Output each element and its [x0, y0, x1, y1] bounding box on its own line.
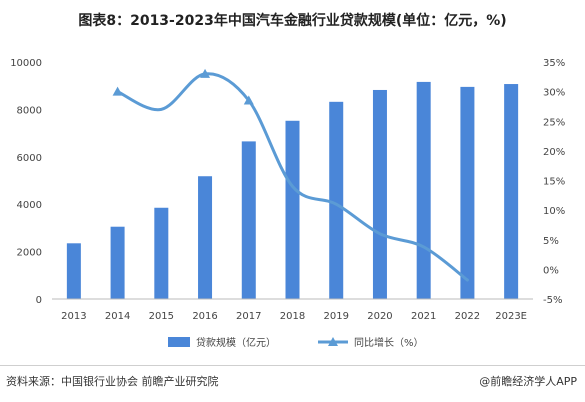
x-tick-label: 2018 — [280, 311, 305, 322]
legend: 贷款规模（亿元） 同比增长（%） — [168, 336, 424, 349]
footer-divider — [0, 365, 585, 366]
y-left-tick-label: 2000 — [17, 248, 42, 259]
x-tick-label: 2016 — [192, 311, 217, 322]
bar-series — [66, 81, 519, 299]
y-right-tick-label: 0% — [543, 265, 559, 276]
credit-note: @前瞻经济学人APP — [479, 375, 577, 388]
y-right-tick-label: 5% — [543, 236, 559, 247]
bar — [372, 89, 387, 299]
x-tick-label: 2014 — [105, 311, 130, 322]
y-right-tick-label: 35% — [543, 58, 565, 69]
x-tick-label: 2017 — [236, 311, 261, 322]
legend-line-label: 同比增长（%） — [354, 336, 424, 349]
line-marker — [112, 86, 123, 96]
x-tick-label: 2019 — [324, 311, 349, 322]
y-right-tick-label: 20% — [543, 147, 565, 158]
y-right-tick-label: 15% — [543, 177, 565, 188]
bar — [460, 86, 475, 299]
growth-line — [116, 72, 469, 282]
bar — [504, 84, 519, 299]
bar — [329, 101, 344, 299]
bar — [416, 81, 431, 299]
chart-title: 图表8：2013-2023年中国汽车金融行业贷款规模(单位：亿元，%) — [78, 13, 507, 29]
y-left-tick-label: 4000 — [17, 200, 42, 211]
y-left-tick-label: 0 — [36, 295, 42, 306]
axes: 0 2000 4000 6000 8000 10000 -5% 0% 5% 10% 15% 20% 25… — [10, 58, 565, 322]
legend-bar-label: 贷款规模（亿元） — [196, 336, 276, 349]
bar — [241, 141, 256, 299]
bar — [285, 120, 300, 299]
line-marker — [200, 68, 211, 78]
legend-line-marker — [328, 337, 338, 346]
y-right-tick-label: -5% — [543, 295, 562, 306]
legend-bar-swatch — [168, 337, 190, 347]
x-tick-label: 2013 — [61, 311, 86, 322]
x-tick-label: 2021 — [411, 311, 436, 322]
y-right-tick-label: 10% — [543, 206, 565, 217]
x-tick-label: 2023E — [495, 311, 527, 322]
chart: 0 2000 4000 6000 8000 10000 -5% 0% 5% 10% 15% 20% 25… — [10, 58, 565, 349]
x-tick-label: 2015 — [149, 311, 174, 322]
x-tick-label: 2020 — [367, 311, 392, 322]
source-note: 资料来源：中国银行业协会 前瞻产业研究院 — [6, 375, 219, 388]
y-right-tick-label: 30% — [543, 88, 565, 99]
y-left-tick-label: 6000 — [17, 153, 42, 164]
bar — [154, 207, 169, 299]
bar — [198, 176, 213, 299]
line-series — [112, 68, 469, 282]
y-left-tick-label: 10000 — [10, 58, 42, 69]
y-right-tick-label: 25% — [543, 117, 565, 128]
bar — [66, 243, 81, 299]
bar — [110, 226, 125, 299]
y-left-tick-label: 8000 — [17, 105, 42, 116]
line-marker — [243, 95, 254, 105]
x-tick-label: 2022 — [455, 311, 480, 322]
